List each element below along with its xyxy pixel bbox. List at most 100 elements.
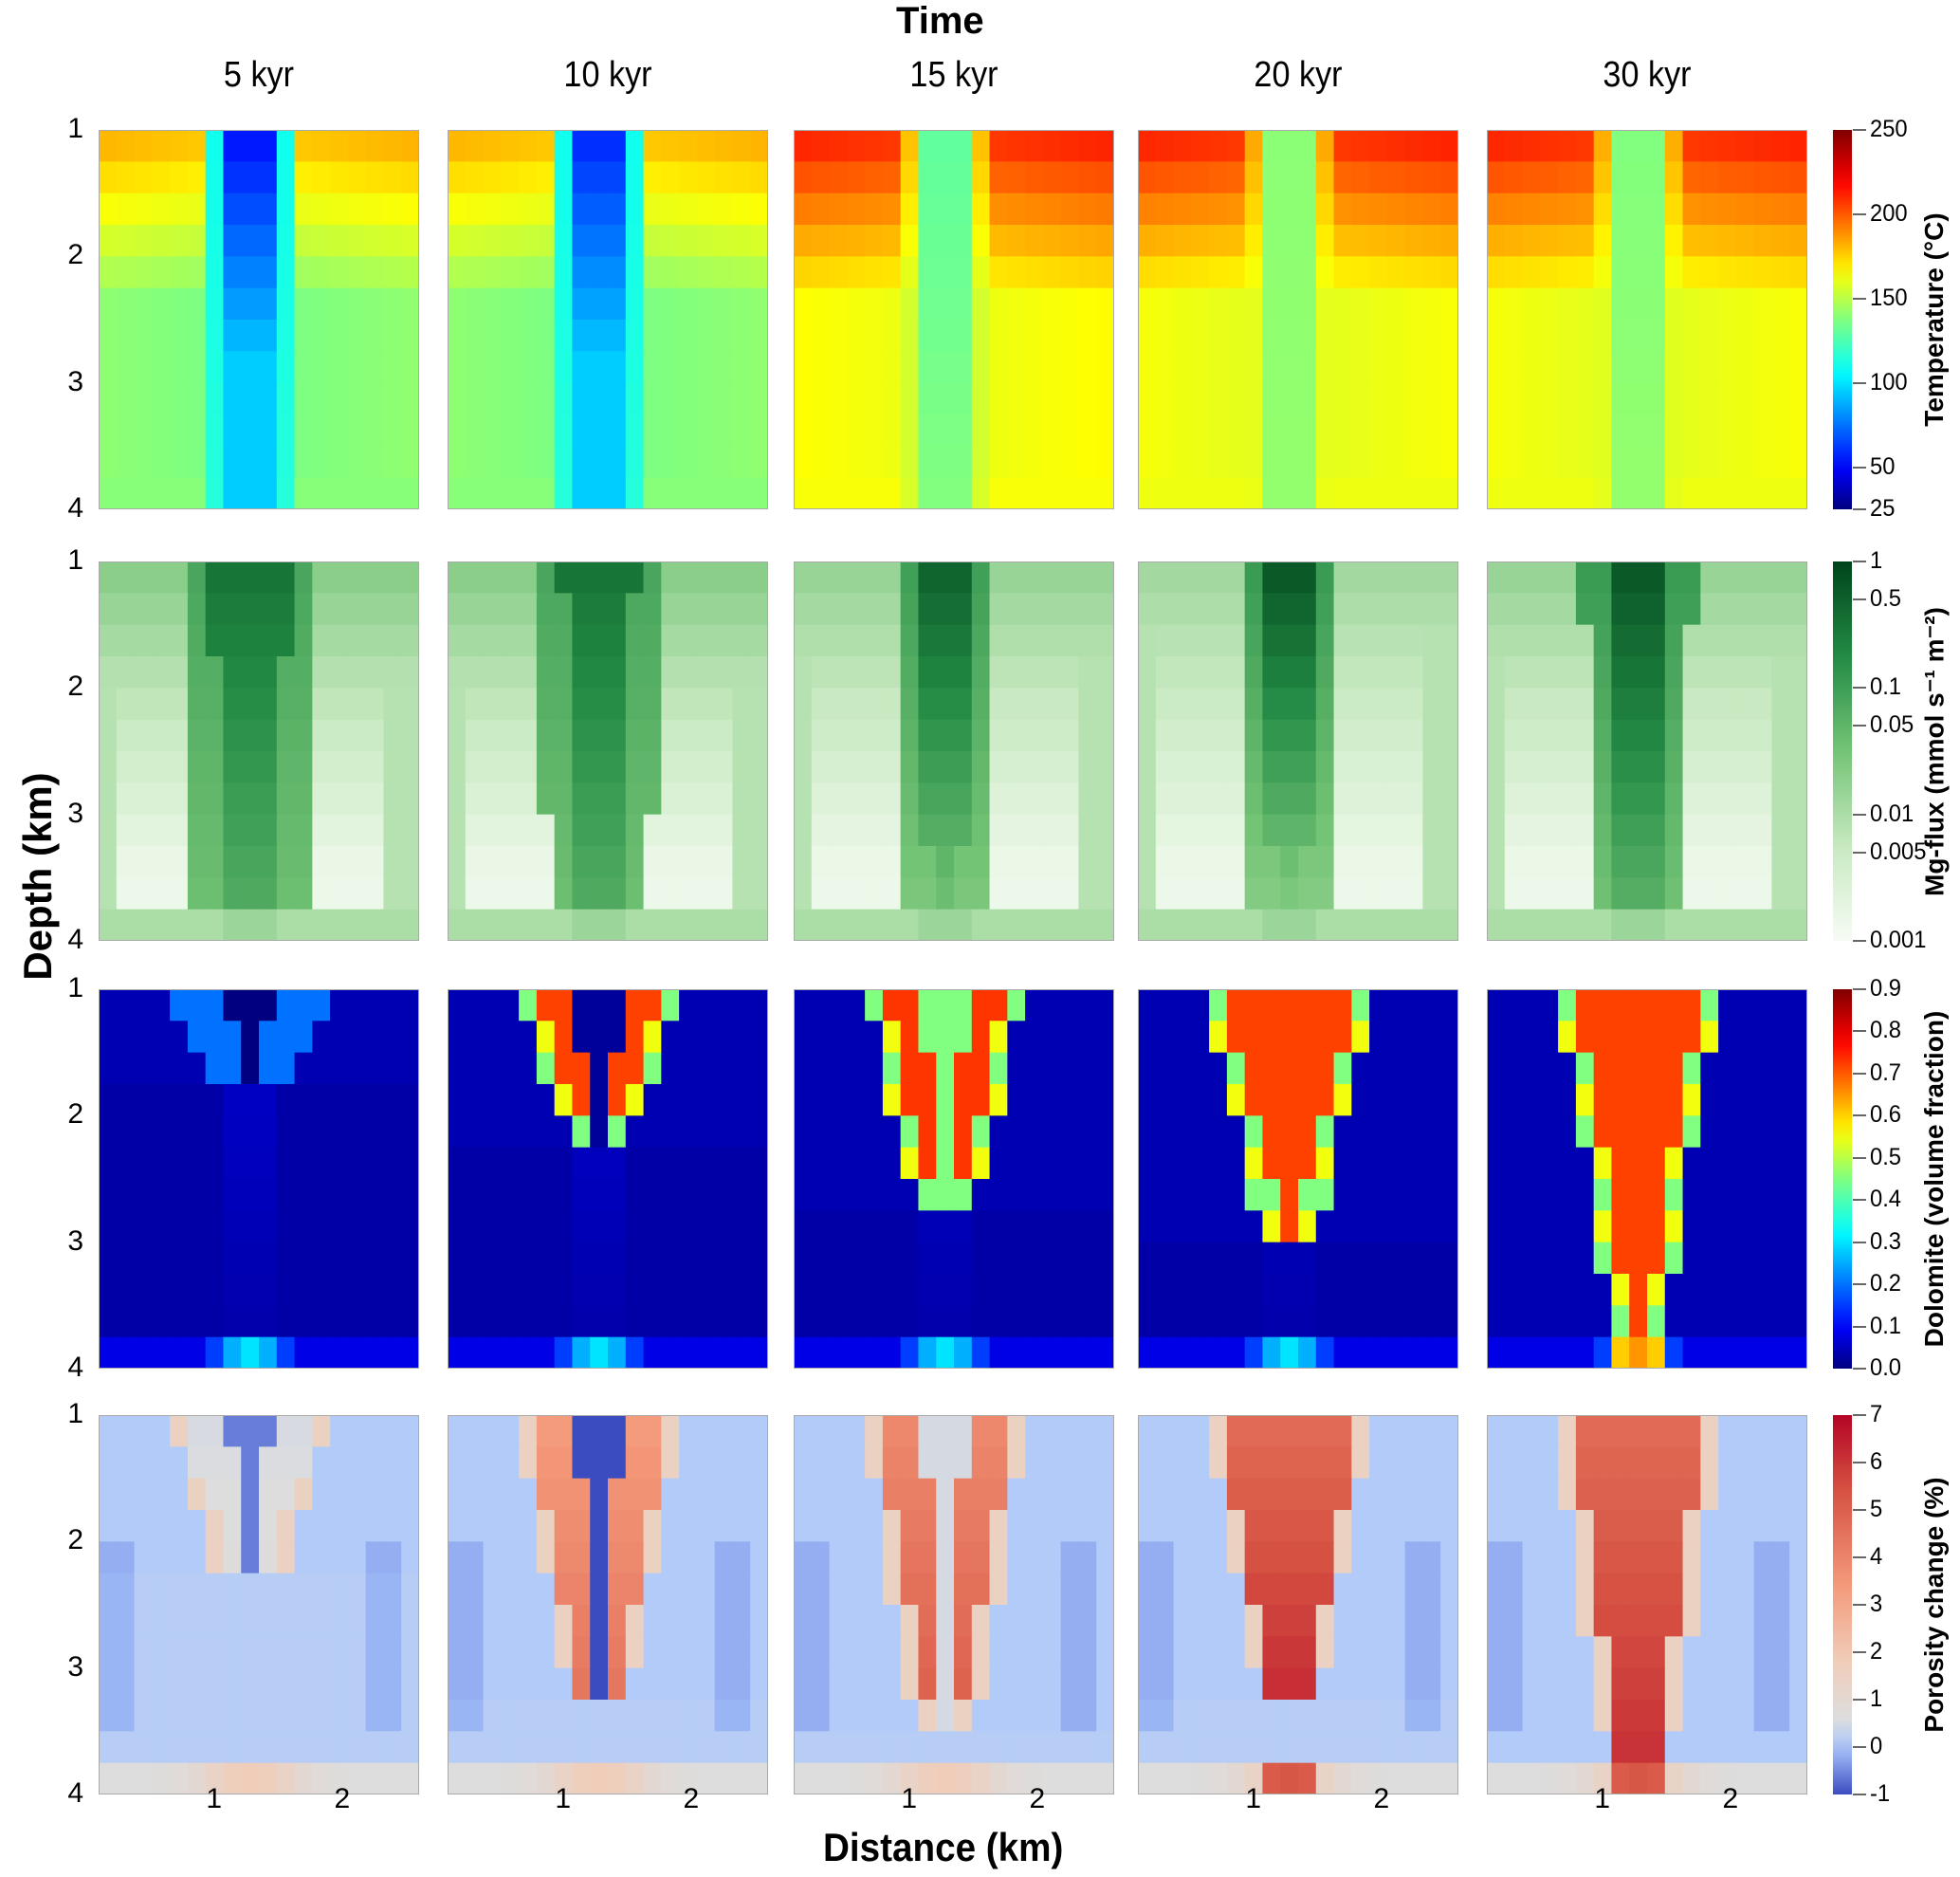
heatmap-cell — [1789, 656, 1807, 689]
heatmap-cell — [750, 477, 768, 509]
heatmap-cell — [954, 446, 973, 479]
heatmap-cell — [223, 1478, 242, 1511]
heatmap-cell — [554, 1210, 574, 1243]
heatmap-cell — [1487, 477, 1506, 509]
heatmap-cell — [1096, 688, 1114, 721]
heatmap-cell — [679, 1510, 698, 1542]
heatmap-cell — [750, 1762, 768, 1794]
heatmap-cell — [1440, 1179, 1458, 1211]
heatmap-cell — [1025, 1446, 1044, 1480]
heatmap-cell — [1096, 989, 1114, 1021]
heatmap-cell — [1007, 130, 1026, 162]
heatmap-cell — [794, 161, 813, 194]
heatmap-cell — [187, 225, 207, 257]
heatmap-cell — [732, 1021, 751, 1054]
heatmap-cell — [1504, 1541, 1524, 1574]
heatmap-cell — [223, 719, 242, 752]
heatmap-cell — [989, 351, 1008, 384]
x-tick-label: 2 — [1722, 1783, 1739, 1814]
heatmap-cell — [465, 1573, 485, 1606]
heatmap-cell — [882, 382, 902, 415]
x-axis-label: Distance (km) — [823, 1825, 1064, 1869]
heatmap-cell — [501, 1274, 520, 1306]
heatmap-cell — [1771, 877, 1790, 911]
heatmap-cell — [365, 1636, 385, 1669]
heatmap-cell — [696, 382, 716, 415]
heatmap-cell — [383, 593, 402, 626]
heatmap-cell — [1351, 1147, 1370, 1180]
heatmap-cell — [1735, 1731, 1755, 1764]
heatmap-cell — [187, 287, 207, 321]
heatmap-cell — [1315, 320, 1335, 352]
heatmap-cell — [1191, 1179, 1210, 1211]
heatmap-cell — [1575, 1274, 1595, 1306]
heatmap-cell — [971, 688, 991, 721]
heatmap-cell — [501, 477, 520, 509]
heatmap-cell — [1096, 1147, 1114, 1180]
heatmap-cell — [1682, 1636, 1701, 1669]
heatmap-cell — [501, 320, 520, 352]
heatmap-cell — [847, 877, 866, 911]
heatmap-cell — [1191, 256, 1210, 289]
heatmap-cell — [465, 561, 485, 594]
heatmap-cell — [625, 446, 645, 479]
heatmap-cell — [223, 877, 242, 911]
heatmap-cell — [1315, 1446, 1335, 1480]
heatmap-cell — [187, 1274, 207, 1306]
heatmap-cell — [554, 1762, 574, 1794]
heatmap-cell — [882, 414, 902, 447]
heatmap-cell — [1007, 193, 1026, 226]
heatmap-cell — [1682, 414, 1701, 447]
heatmap-cell — [1191, 446, 1210, 479]
heatmap-cell — [223, 320, 242, 352]
heatmap-cell — [99, 256, 118, 289]
heatmap-cell — [829, 320, 848, 352]
heatmap-cell — [259, 1052, 278, 1085]
heatmap-cell — [1042, 656, 1062, 689]
heatmap-cell — [1487, 287, 1506, 321]
heatmap-cell — [1771, 193, 1790, 226]
heatmap-cell — [152, 877, 171, 911]
heatmap-cell — [1226, 1305, 1246, 1338]
heatmap-cell — [572, 1021, 591, 1054]
heatmap-cell — [1611, 1573, 1630, 1606]
heatmap-cell — [954, 751, 973, 783]
heatmap-cell — [1504, 1084, 1524, 1116]
heatmap-cell — [572, 1541, 591, 1574]
heatmap-cell — [1735, 1274, 1755, 1306]
heatmap-cell — [936, 909, 955, 941]
heatmap-cell — [1262, 446, 1281, 479]
heatmap-cell — [811, 477, 831, 509]
heatmap-cell — [312, 1541, 331, 1574]
heatmap-cell — [1593, 320, 1613, 352]
heatmap-cell — [536, 1021, 556, 1054]
heatmap-cell — [1753, 1415, 1773, 1447]
heatmap-cell — [971, 1179, 991, 1211]
heatmap-cell — [1351, 382, 1370, 415]
heatmap-cell — [1042, 193, 1062, 226]
heatmap-cell — [847, 477, 866, 509]
colorbar-tick-mark — [1853, 1072, 1866, 1075]
heatmap-cell — [936, 446, 955, 479]
heatmap-cell — [1718, 1052, 1737, 1085]
heatmap-cell — [1422, 225, 1441, 257]
heatmap-cell — [572, 1052, 591, 1085]
heatmap-cell — [519, 624, 538, 657]
heatmap-cell — [294, 1115, 313, 1149]
heatmap-cell — [205, 814, 225, 847]
heatmap-cell — [679, 1115, 698, 1149]
heatmap-cell — [1007, 909, 1026, 941]
heatmap-cell — [643, 814, 662, 847]
heatmap-cell — [1138, 1605, 1157, 1637]
heatmap-cell — [661, 909, 680, 941]
heatmap-cell — [519, 1084, 538, 1116]
heatmap-cell — [679, 656, 698, 689]
heatmap-cell — [1386, 1573, 1406, 1606]
heatmap-cell — [170, 1731, 189, 1764]
heatmap-cell — [1209, 287, 1228, 321]
heatmap-cell — [465, 1179, 485, 1211]
heatmap-cell — [732, 320, 751, 352]
heatmap-cell — [501, 688, 520, 721]
heatmap-cell — [1771, 1667, 1790, 1701]
heatmap-cell — [900, 1573, 920, 1606]
